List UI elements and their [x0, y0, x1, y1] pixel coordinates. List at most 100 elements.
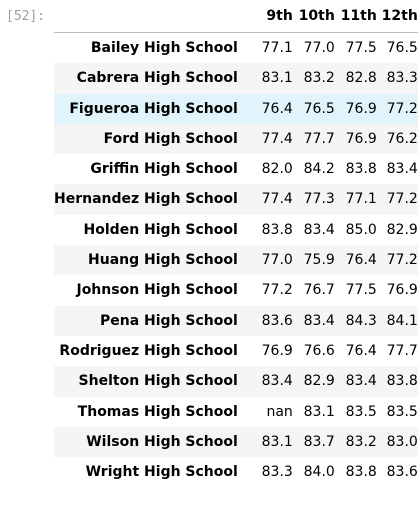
table-cell: 77.3 [303, 191, 335, 208]
column-header-12th: 12th [376, 0, 418, 33]
table-cell: 83.3 [261, 464, 293, 481]
table-cell: 77.2 [261, 282, 293, 299]
row-index-label: Pena High School [100, 312, 238, 329]
table-row: Wilson High School 83.1 83.7 83.2 83.0 [54, 426, 418, 458]
table-cell: 83.4 [345, 373, 377, 390]
table-cell: 76.7 [303, 282, 335, 299]
table-cell: 83.3 [386, 70, 418, 87]
table-row: Johnson High School 77.2 76.7 77.5 76.9 [54, 275, 418, 305]
table-row: Griffin High School 82.0 84.2 83.8 83.4 [54, 154, 418, 184]
table-cell: 77.2 [386, 252, 418, 269]
table-body: Bailey High School 77.1 77.0 77.5 76.5 Cabrer… [54, 33, 418, 488]
table-cell: 83.8 [345, 464, 377, 481]
table-cell: 83.8 [345, 161, 377, 178]
row-index-label: Bailey High School [90, 40, 238, 56]
table-row: Huang High School 77.0 75.9 76.4 77.2 [54, 245, 418, 276]
row-index-label: Cabrera High School [76, 70, 238, 87]
table-cell: 76.4 [345, 342, 377, 359]
row-index-label: Wilson High School [86, 433, 238, 450]
row-index-label: Figueroa High School [69, 100, 238, 117]
table-row: Rodriguez High School 76.9 76.6 76.4 77.7 [54, 336, 418, 366]
column-header-11th: 11th [334, 0, 377, 33]
row-index-label: Hernandez High School [54, 191, 238, 208]
table-cell: 83.2 [303, 70, 335, 87]
table-cell: 76.9 [345, 100, 377, 117]
row-index-label: Holden High School [83, 221, 238, 238]
table-row: Hernandez High School 77.4 77.3 77.1 77.2 [54, 184, 418, 215]
table-cell: 77.4 [261, 191, 293, 208]
table-cell: 77.0 [303, 40, 335, 56]
table-cell: 75.9 [303, 252, 335, 269]
table-cell: 76.9 [345, 130, 377, 147]
table-cell: 83.0 [386, 433, 418, 450]
table-cell: 82.0 [261, 161, 293, 178]
table-cell: 84.0 [303, 464, 335, 481]
table-row: Pena High School 83.6 83.4 84.3 84.1 [54, 305, 418, 336]
table-cell: 82.8 [345, 70, 377, 87]
table-cell: 83.5 [345, 403, 377, 420]
table-cell: 83.1 [261, 70, 293, 87]
table-cell: 83.6 [386, 464, 418, 481]
table-cell: 83.8 [261, 221, 293, 238]
table-cell: nan [266, 403, 293, 420]
reading-scores-table: 9th 10th 11th 12th Bailey High School 77.… [54, 0, 418, 487]
table-cell: 83.1 [261, 433, 293, 450]
table-row: Wright High School 83.3 84.0 83.8 83.6 [54, 457, 418, 487]
table-cell: 77.2 [386, 191, 418, 208]
column-header-9th: 9th [249, 0, 293, 33]
table-cell: 83.7 [303, 433, 335, 450]
table-cell: 85.0 [345, 221, 377, 238]
table-cell: 76.5 [386, 40, 418, 56]
dataframe-output: 9th 10th 11th 12th Bailey High School 77.… [54, 0, 418, 487]
table-row: Thomas High School nan 83.1 83.5 83.5 [54, 397, 418, 427]
table-cell: 82.9 [303, 373, 335, 390]
table-cell: 83.1 [303, 403, 335, 420]
table-cell: 76.9 [261, 342, 293, 359]
table-cell: 77.7 [303, 130, 335, 147]
table-row: Shelton High School 83.4 82.9 83.4 83.8 [54, 366, 418, 397]
column-header-10th: 10th [292, 0, 335, 33]
table-cell: 76.5 [303, 100, 335, 117]
table-cell: 83.2 [345, 433, 377, 450]
table-cell: 82.9 [386, 221, 418, 238]
row-index-label: Griffin High School [90, 161, 238, 178]
table-row: Ford High School 77.4 77.7 76.9 76.2 [54, 123, 418, 155]
table-cell: 77.7 [386, 342, 418, 359]
table-cell: 83.4 [303, 221, 335, 238]
table-row: Figueroa High School 76.4 76.5 76.9 77.2 [54, 93, 418, 124]
table-cell: 76.4 [261, 100, 293, 117]
table-cell: 77.2 [386, 100, 418, 117]
row-index-label: Thomas High School [77, 403, 238, 420]
table-cell: 83.6 [261, 312, 293, 329]
row-index-label: Shelton High School [78, 373, 238, 390]
table-cell: 76.9 [386, 282, 418, 299]
row-index-label: Wright High School [85, 464, 238, 481]
cell-execution-prompt: [52]: [6, 9, 46, 24]
table-cell: 83.4 [386, 161, 418, 178]
table-cell: 83.8 [386, 373, 418, 390]
table-cell: 77.4 [261, 130, 293, 147]
table-cell: 84.2 [303, 161, 335, 178]
row-index-label: Johnson High School [76, 282, 238, 299]
table-cell: 83.5 [386, 403, 418, 420]
table-cell: 84.3 [345, 312, 377, 329]
row-index-label: Ford High School [103, 130, 238, 147]
table-cell: 76.4 [345, 252, 377, 269]
row-index-label: Huang High School [88, 252, 238, 269]
table-header-row: 9th 10th 11th 12th [54, 0, 418, 33]
table-row: Cabrera High School 83.1 83.2 82.8 83.3 [54, 63, 418, 94]
table-cell: 77.5 [345, 282, 377, 299]
table-cell: 76.2 [386, 130, 418, 147]
index-header [54, 0, 250, 33]
table-cell: 83.4 [261, 373, 293, 390]
table-row: Holden High School 83.8 83.4 85.0 82.9 [54, 215, 418, 245]
table-row: Bailey High School 77.1 77.0 77.5 76.5 [54, 33, 418, 64]
table-cell: 83.4 [303, 312, 335, 329]
row-index-label: Rodriguez High School [59, 342, 238, 359]
table-cell: 77.5 [345, 40, 377, 56]
table-cell: 77.1 [261, 40, 293, 56]
table-cell: 77.1 [345, 191, 377, 208]
table-cell: 76.6 [303, 342, 335, 359]
table-cell: 84.1 [386, 312, 418, 329]
table-cell: 77.0 [261, 252, 293, 269]
